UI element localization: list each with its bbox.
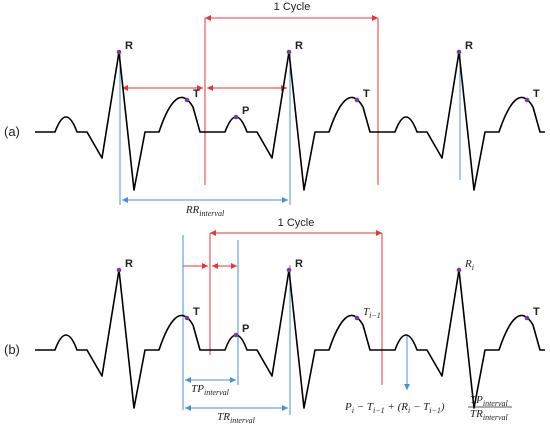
label: T: [193, 306, 200, 318]
label-main: R: [295, 40, 303, 52]
label-main: R: [125, 258, 133, 270]
label-main: T: [193, 88, 200, 100]
peak-dot: [524, 97, 530, 103]
label: TPinterval: [191, 383, 230, 397]
label: T: [363, 88, 370, 100]
guides: [119, 15, 461, 415]
label-sub: interval: [230, 416, 256, 424]
label-main: P: [242, 323, 249, 335]
label-main: T: [363, 88, 370, 100]
cycle-label: 1 Cycle: [278, 217, 315, 229]
label-main: R: [295, 258, 303, 270]
label: R: [295, 258, 303, 270]
formula-sub: i−1: [429, 406, 441, 415]
cycle-label: 1 Cycle: [274, 1, 311, 13]
peak-dot: [456, 267, 462, 273]
label-main: T: [363, 306, 370, 318]
label: P: [242, 105, 249, 117]
label: Ti−1: [363, 306, 381, 320]
label-main: TR: [217, 411, 230, 423]
label: T: [193, 88, 200, 100]
formula-term: P: [344, 401, 352, 413]
formula-term: ): [440, 401, 445, 413]
peak-dot: [354, 97, 360, 103]
label-main: R: [464, 258, 472, 270]
label: TRinterval: [217, 411, 256, 424]
label-sub: i−1: [369, 311, 381, 320]
peak-dot: [286, 49, 292, 55]
panel-label: (a): [4, 124, 20, 139]
peak-dot: [116, 267, 122, 273]
peak-dot: [233, 114, 239, 120]
label-main: T: [193, 306, 200, 318]
panel-label: (b): [4, 342, 20, 357]
peak-dot: [286, 267, 292, 273]
label-main: TR: [470, 408, 483, 420]
label: R: [465, 40, 473, 52]
formula-term: + (R: [385, 401, 409, 413]
label: P: [242, 323, 249, 335]
peak-dot: [456, 49, 462, 55]
formula-sub: i−1: [373, 406, 385, 415]
peak-dot: [184, 97, 190, 103]
label: R: [125, 40, 133, 52]
label: Ri: [464, 258, 474, 272]
label-main: TP: [191, 383, 204, 395]
label: R: [295, 40, 303, 52]
label-main: T: [533, 88, 540, 100]
label-sub: interval: [483, 399, 509, 408]
ecg-wave: [35, 269, 545, 409]
formula-left: Pi − Ti−1 + (Ri − Ti−1): [344, 401, 445, 415]
formula-term: − T: [354, 401, 374, 413]
label-sub: interval: [483, 413, 509, 422]
formula-sub: i: [408, 406, 410, 415]
label-sub: interval: [204, 388, 230, 397]
label: TRinterval: [470, 408, 509, 422]
ecg-wave: [35, 51, 545, 191]
label-main: R: [465, 40, 473, 52]
label-main: TP: [470, 394, 483, 406]
label-main: T: [533, 306, 540, 318]
peak-dot: [354, 315, 360, 321]
peak-dot: [233, 332, 239, 338]
label: T: [533, 88, 540, 100]
label: TPinterval: [470, 394, 509, 408]
label-sub: i: [472, 263, 474, 272]
formula-term: − T: [410, 401, 430, 413]
peak-dots: [116, 49, 530, 338]
peak-dot: [524, 315, 530, 321]
peak-dot: [184, 315, 190, 321]
label-main: P: [242, 105, 249, 117]
label: R: [125, 258, 133, 270]
label: T: [533, 306, 540, 318]
label-main: RR: [185, 204, 200, 216]
peak-dot: [116, 49, 122, 55]
label-sub: interval: [199, 209, 225, 218]
label: RRinterval: [185, 204, 225, 218]
formula-sub: i: [352, 406, 354, 415]
label-main: R: [125, 40, 133, 52]
